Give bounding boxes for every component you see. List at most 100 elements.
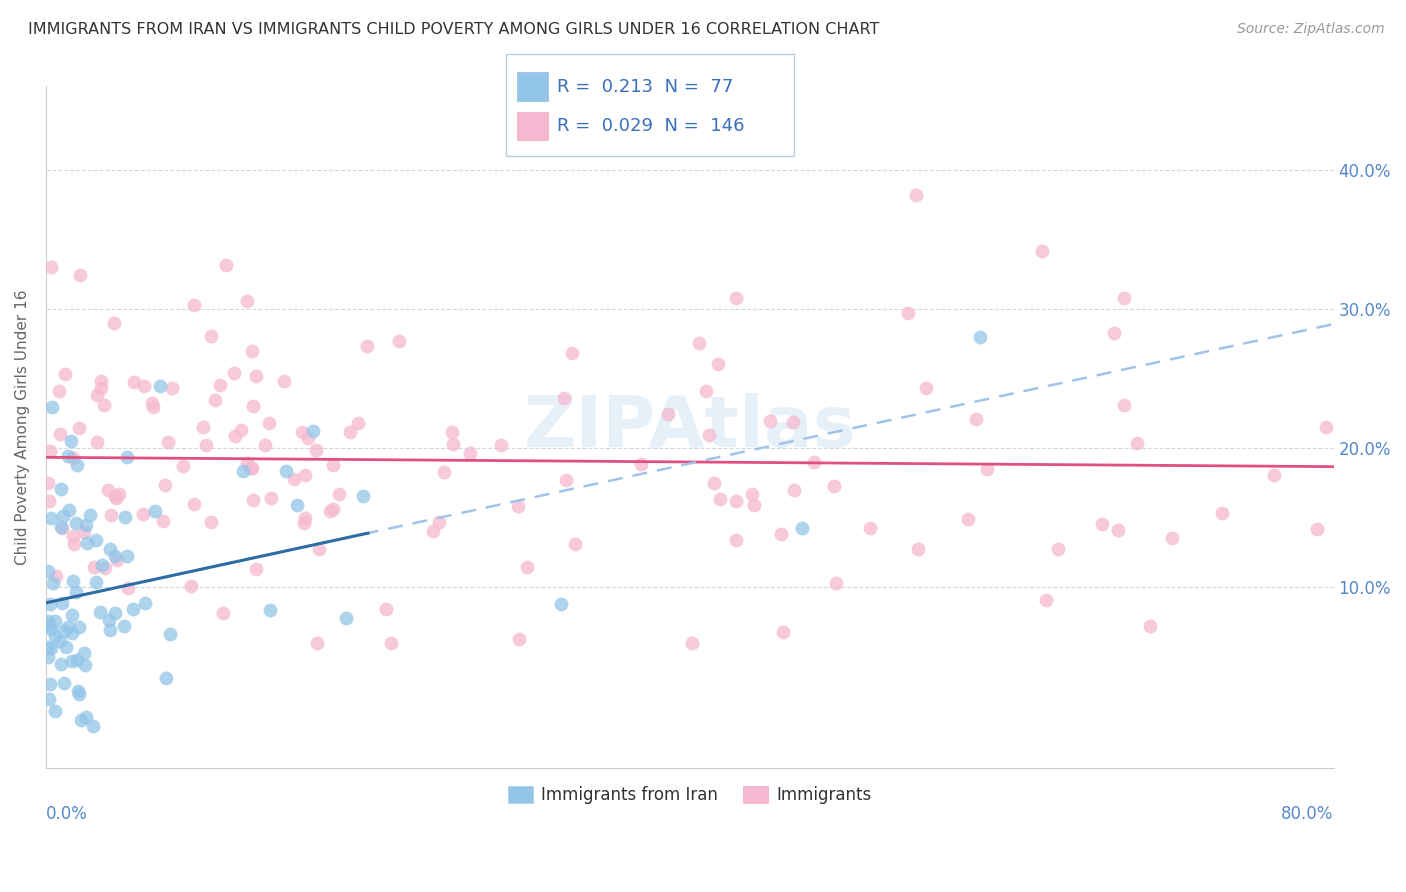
- Point: [53, 675, 76, 690]
- Point: [104, 549, 127, 563]
- Point: [156, 434, 179, 449]
- Point: [195, 437, 218, 451]
- Point: [53, 367, 76, 381]
- Point: [772, 624, 794, 639]
- Point: [914, 381, 936, 395]
- Point: [322, 502, 344, 516]
- Point: [49, 634, 72, 648]
- Point: [84, 575, 107, 590]
- Point: [375, 602, 398, 616]
- Point: [172, 458, 194, 473]
- Y-axis label: Child Poverty Among Girls Under 16: Child Poverty Among Girls Under 16: [15, 289, 30, 565]
- Text: R =  0.029  N =  146: R = 0.029 N = 146: [557, 117, 744, 135]
- Point: [56, 620, 79, 634]
- Point: [1102, 326, 1125, 341]
- Point: [60, 654, 83, 668]
- Point: [319, 504, 342, 518]
- Point: [73, 657, 96, 672]
- Point: [294, 467, 316, 482]
- Point: [183, 497, 205, 511]
- Point: [1160, 531, 1182, 545]
- Point: [245, 562, 267, 576]
- Point: [62, 574, 84, 588]
- Point: [51, 657, 73, 671]
- Point: [145, 504, 167, 518]
- Point: [142, 400, 165, 414]
- Point: [79, 508, 101, 522]
- Point: [305, 443, 328, 458]
- Point: [554, 473, 576, 487]
- Point: [897, 306, 920, 320]
- Point: [1112, 399, 1135, 413]
- Point: [44, 614, 66, 628]
- Point: [695, 384, 717, 398]
- Point: [134, 596, 156, 610]
- Point: [564, 537, 586, 551]
- Point: [242, 399, 264, 413]
- Point: [965, 412, 987, 426]
- Point: [1306, 522, 1329, 536]
- Point: [117, 581, 139, 595]
- Point: [73, 524, 96, 539]
- Point: [553, 391, 575, 405]
- Legend: Immigrants from Iran, Immigrants: Immigrants from Iran, Immigrants: [502, 779, 879, 811]
- Point: [688, 336, 710, 351]
- Point: [52, 508, 75, 523]
- Point: [132, 379, 155, 393]
- Point: [66, 653, 89, 667]
- Point: [291, 425, 314, 440]
- Point: [283, 472, 305, 486]
- Point: [114, 510, 136, 524]
- Point: [53, 624, 76, 638]
- Point: [1348, 346, 1371, 360]
- Point: [783, 483, 806, 497]
- Point: [180, 579, 202, 593]
- Point: [98, 541, 121, 556]
- Point: [132, 508, 155, 522]
- Point: [301, 425, 323, 439]
- Point: [240, 344, 263, 359]
- Point: [37, 649, 59, 664]
- Point: [215, 258, 238, 272]
- Point: [561, 346, 583, 360]
- Point: [51, 482, 73, 496]
- Point: [49, 427, 72, 442]
- Point: [335, 611, 357, 625]
- Point: [191, 420, 214, 434]
- Point: [307, 635, 329, 649]
- Text: IMMIGRANTS FROM IRAN VS IMMIGRANTS CHILD POVERTY AMONG GIRLS UNDER 16 CORRELATIO: IMMIGRANTS FROM IRAN VS IMMIGRANTS CHILD…: [28, 22, 880, 37]
- Point: [297, 431, 319, 445]
- Point: [976, 462, 998, 476]
- Point: [39, 444, 62, 458]
- Point: [516, 560, 538, 574]
- Point: [380, 635, 402, 649]
- Point: [44, 629, 66, 643]
- Point: [259, 603, 281, 617]
- Point: [224, 366, 246, 380]
- Point: [859, 521, 882, 535]
- Point: [103, 316, 125, 330]
- Point: [86, 435, 108, 450]
- Point: [70, 714, 93, 728]
- Point: [346, 416, 368, 430]
- Point: [681, 635, 703, 649]
- Point: [489, 438, 512, 452]
- Point: [162, 381, 184, 395]
- Point: [115, 450, 138, 464]
- Point: [45, 568, 67, 582]
- Point: [73, 646, 96, 660]
- Point: [37, 565, 59, 579]
- Point: [122, 601, 145, 615]
- Point: [42, 575, 65, 590]
- Point: [44, 704, 66, 718]
- Point: [824, 575, 846, 590]
- Point: [59, 434, 82, 448]
- Point: [706, 357, 728, 371]
- Point: [956, 512, 979, 526]
- Point: [37, 617, 59, 632]
- Point: [49, 520, 72, 534]
- Point: [322, 458, 344, 472]
- Point: [212, 606, 235, 620]
- Point: [969, 329, 991, 343]
- Point: [114, 618, 136, 632]
